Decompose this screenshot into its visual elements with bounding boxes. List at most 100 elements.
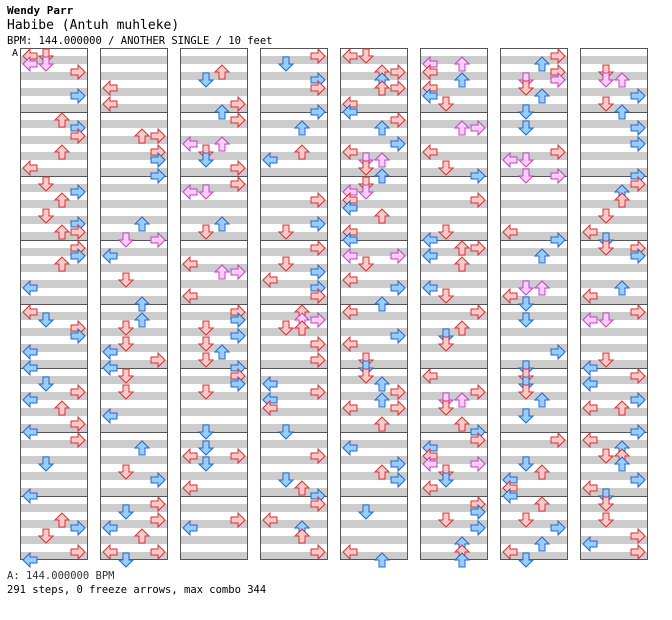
step-arrows (22, 47, 646, 569)
step-arrow (197, 352, 215, 368)
step-arrow (422, 63, 438, 81)
step-arrow (197, 384, 215, 400)
step-arrow (117, 368, 135, 384)
step-arrow (277, 424, 295, 440)
step-arrow (182, 447, 198, 465)
step-arrow (53, 112, 71, 128)
step-arrow (533, 392, 551, 408)
step-arrow (213, 216, 231, 232)
step-arrow (70, 519, 86, 537)
step-arrow (293, 320, 311, 336)
step-arrow (597, 312, 615, 328)
step-arrow (517, 296, 535, 312)
step-arrow (230, 159, 246, 177)
step-arrow (70, 183, 86, 201)
step-arrow (310, 79, 326, 97)
step-arrow (197, 152, 215, 168)
step-arrow (582, 359, 598, 377)
step-arrow (453, 72, 471, 88)
step-arrow (150, 511, 166, 529)
step-arrow (582, 431, 598, 449)
step-arrow (390, 399, 406, 417)
step-arrow (470, 303, 486, 321)
step-arrow (117, 552, 135, 568)
step-summary: 291 steps, 0 freeze arrows, max combo 34… (7, 584, 267, 596)
step-arrow (550, 47, 566, 65)
step-arrow (613, 72, 631, 88)
step-arrow (453, 416, 471, 432)
step-arrow (437, 288, 455, 304)
step-arrow (502, 151, 518, 169)
step-arrow (310, 543, 326, 561)
step-arrow (502, 287, 518, 305)
step-arrow (357, 160, 375, 176)
step-arrow (197, 184, 215, 200)
step-arrow (150, 471, 166, 489)
step-arrow (277, 256, 295, 272)
step-arrow (550, 343, 566, 361)
step-arrow (453, 240, 471, 256)
step-arrow (133, 440, 151, 456)
step-arrow (70, 543, 86, 561)
step-arrow (597, 208, 615, 224)
step-arrow (22, 551, 38, 569)
chart-column (420, 48, 488, 560)
step-arrow (550, 143, 566, 161)
step-arrow (373, 552, 391, 568)
step-arrow (53, 192, 71, 208)
step-arrow (182, 135, 198, 153)
step-arrow (182, 519, 198, 537)
step-arrow (133, 128, 151, 144)
step-arrow (342, 271, 358, 289)
step-arrow (357, 48, 375, 64)
step-arrow (293, 528, 311, 544)
step-arrow (117, 272, 135, 288)
step-arrow (357, 368, 375, 384)
step-arrow (373, 416, 391, 432)
step-arrow (102, 359, 118, 377)
step-arrow (597, 72, 615, 88)
step-arrow (22, 343, 38, 361)
step-arrow (342, 103, 358, 121)
step-arrow (22, 159, 38, 177)
step-arrow (117, 384, 135, 400)
step-arrow (470, 519, 486, 537)
step-arrow (342, 399, 358, 417)
step-arrow (470, 431, 486, 449)
step-arrow (453, 120, 471, 136)
step-arrow (37, 376, 55, 392)
step-arrow (517, 80, 535, 96)
step-arrow (230, 375, 246, 393)
step-arrow (70, 127, 86, 145)
step-arrow (517, 312, 535, 328)
step-arrow (262, 151, 278, 169)
step-arrow (453, 392, 471, 408)
step-arrow (390, 279, 406, 297)
step-arrow (422, 231, 438, 249)
step-arrow (310, 351, 326, 369)
step-arrow (357, 256, 375, 272)
step-arrow (102, 247, 118, 265)
step-arrow (470, 191, 486, 209)
step-arrow (470, 119, 486, 137)
step-arrow (102, 95, 118, 113)
step-arrow (470, 239, 486, 257)
step-arrow (197, 456, 215, 472)
step-arrow (342, 199, 358, 217)
step-arrow (197, 440, 215, 456)
step-arrow (582, 535, 598, 553)
step-arrow (390, 383, 406, 401)
chart-author: Wendy Parr (7, 4, 74, 17)
step-arrow (470, 383, 486, 401)
step-arrow (613, 456, 631, 472)
step-arrow (150, 167, 166, 185)
step-arrow (437, 160, 455, 176)
step-arrow (53, 144, 71, 160)
step-arrow (230, 447, 246, 465)
step-arrow (230, 263, 246, 281)
step-arrow (390, 471, 406, 489)
step-arrow (422, 87, 438, 105)
step-arrow (197, 320, 215, 336)
step-arrow (390, 135, 406, 153)
step-arrow (230, 95, 246, 113)
